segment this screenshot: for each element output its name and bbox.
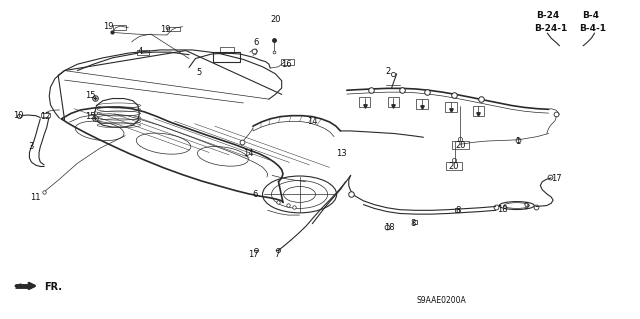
Text: 15: 15 [85, 92, 95, 100]
Text: B-4-1: B-4-1 [579, 24, 605, 33]
Text: 14: 14 [243, 149, 253, 158]
Text: 8: 8 [455, 206, 461, 215]
Text: 1: 1 [515, 137, 520, 145]
Text: 18: 18 [497, 205, 508, 214]
Text: 4: 4 [138, 47, 143, 56]
Text: 14: 14 [307, 117, 317, 126]
Text: 17: 17 [248, 250, 259, 259]
Text: 19: 19 [103, 22, 113, 31]
Text: 17: 17 [551, 174, 561, 183]
Text: 20: 20 [449, 162, 460, 171]
Text: 7: 7 [274, 250, 279, 259]
Text: 16: 16 [282, 60, 292, 69]
Text: 10: 10 [13, 111, 24, 120]
Text: 15: 15 [85, 112, 95, 121]
Text: 20: 20 [455, 141, 466, 150]
Text: 13: 13 [336, 149, 346, 158]
Text: 18: 18 [383, 223, 394, 232]
Text: B-4: B-4 [582, 11, 599, 20]
Text: 8: 8 [410, 219, 416, 228]
Text: 2: 2 [386, 67, 391, 76]
Polygon shape [15, 284, 21, 288]
Text: S9AAE0200A: S9AAE0200A [417, 296, 466, 305]
Text: B-24-1: B-24-1 [534, 24, 568, 33]
Text: FR.: FR. [44, 282, 62, 292]
Text: B-24: B-24 [536, 11, 559, 20]
Text: 20: 20 [270, 15, 280, 24]
Text: 11: 11 [31, 193, 41, 202]
Text: 12: 12 [40, 112, 51, 121]
Text: 19: 19 [160, 26, 171, 34]
Text: 5: 5 [196, 68, 202, 77]
Text: 6: 6 [253, 38, 259, 47]
Text: 6: 6 [252, 190, 257, 199]
Text: 3: 3 [29, 142, 34, 151]
Text: 9: 9 [523, 202, 528, 211]
